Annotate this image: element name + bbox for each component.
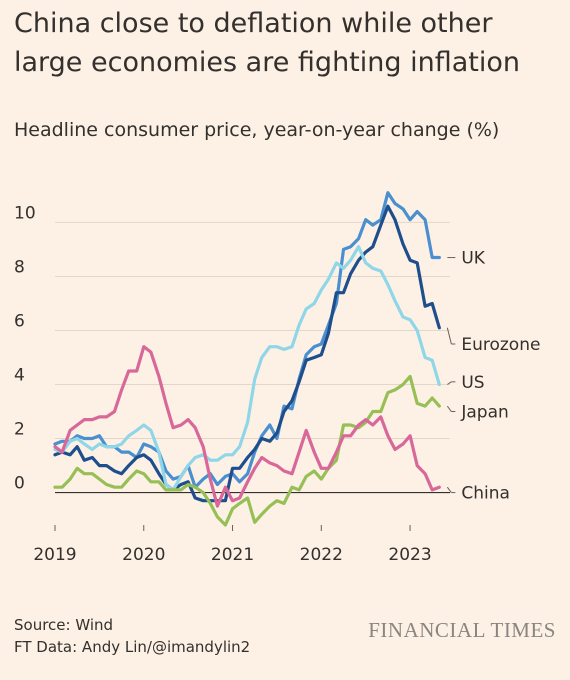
y-tick-label: 6 xyxy=(14,311,25,331)
series-label: Japan xyxy=(460,403,508,423)
y-tick-label: 8 xyxy=(14,257,25,277)
series-lines xyxy=(53,191,441,527)
series-label: US xyxy=(461,373,484,393)
y-tick-label: 10 xyxy=(14,203,36,223)
series-line xyxy=(53,191,441,489)
y-tick-label: 2 xyxy=(14,420,25,440)
series-label: China xyxy=(461,484,510,504)
label-leader xyxy=(446,327,452,345)
y-tick-label: 4 xyxy=(14,366,25,386)
credit-note: FT Data: Andy Lin/@imandylin2 xyxy=(14,638,251,656)
series-line xyxy=(53,204,441,503)
chart-footer: Source: Wind FT Data: Andy Lin/@imandyli… xyxy=(14,614,250,658)
series-line xyxy=(53,245,441,492)
line-chart: 0 2 4 6 8 10 2019 2020 2021 2022 2023 UK Eurozone US… xyxy=(14,191,540,565)
label-leader xyxy=(447,381,452,385)
series-labels: UK Eurozone US Japan China xyxy=(446,249,540,504)
x-tick-label: 2020 xyxy=(122,545,165,565)
x-tick-label: 2021 xyxy=(211,545,254,565)
y-tick-label: 0 xyxy=(14,474,25,494)
axes: 0 2 4 6 8 10 2019 2020 2021 2022 2023 xyxy=(14,203,432,565)
series-label: UK xyxy=(461,249,485,269)
brand-logo: FINANCIAL TIMES xyxy=(368,618,556,642)
source-note: Source: Wind xyxy=(14,616,114,634)
x-tick-label: 2022 xyxy=(300,545,343,565)
chart-subtitle: Headline consumer price, year-on-year ch… xyxy=(14,119,500,141)
x-tick-label: 2023 xyxy=(388,545,431,565)
series-line xyxy=(53,345,441,508)
label-leader xyxy=(446,486,452,493)
series-label: Eurozone xyxy=(461,335,540,355)
label-leader xyxy=(446,405,452,412)
series-line xyxy=(53,374,441,527)
chart-title: China close to deflation while other lar… xyxy=(14,8,520,78)
x-tick-label: 2019 xyxy=(33,545,76,565)
